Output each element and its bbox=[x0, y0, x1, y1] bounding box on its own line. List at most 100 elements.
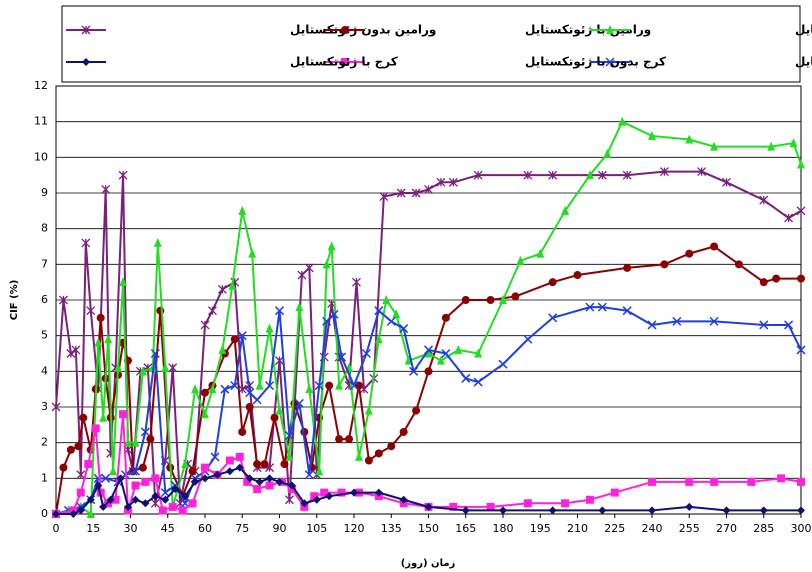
point bbox=[265, 323, 274, 333]
point bbox=[287, 481, 296, 490]
point bbox=[84, 460, 93, 469]
point bbox=[660, 260, 669, 269]
point bbox=[784, 213, 794, 223]
point bbox=[245, 403, 254, 411]
legend-box bbox=[61, 5, 801, 83]
point bbox=[51, 402, 61, 412]
legend-marker bbox=[82, 58, 90, 66]
point bbox=[352, 277, 361, 287]
point bbox=[386, 316, 396, 326]
point bbox=[325, 381, 334, 390]
point bbox=[138, 366, 147, 376]
point bbox=[304, 263, 314, 273]
point bbox=[436, 177, 446, 187]
point bbox=[436, 355, 445, 365]
x-tick-label: 210 bbox=[567, 522, 588, 535]
point bbox=[364, 405, 373, 415]
point bbox=[94, 481, 103, 490]
legend-label: کهریزک بدون ژئوتکستایل bbox=[795, 23, 812, 38]
point bbox=[248, 248, 257, 258]
point bbox=[685, 249, 694, 258]
point bbox=[213, 470, 222, 479]
series-line bbox=[55, 120, 802, 515]
point bbox=[499, 295, 507, 304]
x-tick-label: 165 bbox=[455, 522, 476, 535]
point bbox=[337, 488, 346, 497]
point bbox=[181, 459, 190, 469]
point bbox=[168, 502, 177, 511]
point bbox=[796, 345, 806, 355]
point bbox=[685, 477, 694, 486]
point bbox=[789, 138, 798, 148]
point bbox=[225, 456, 234, 465]
legend-marker bbox=[341, 26, 349, 34]
point bbox=[449, 502, 458, 511]
point bbox=[548, 506, 557, 515]
point bbox=[337, 352, 347, 362]
x-tick-label: 15 bbox=[86, 522, 100, 535]
point bbox=[74, 442, 83, 451]
point bbox=[284, 431, 294, 441]
point bbox=[387, 442, 396, 451]
point bbox=[305, 384, 314, 394]
point bbox=[374, 306, 384, 316]
point bbox=[158, 506, 167, 515]
point bbox=[265, 474, 274, 483]
point bbox=[448, 177, 458, 187]
point bbox=[119, 277, 128, 287]
point bbox=[71, 345, 81, 355]
point bbox=[759, 195, 769, 205]
point bbox=[322, 259, 331, 269]
point bbox=[124, 502, 133, 511]
point bbox=[161, 362, 170, 372]
point bbox=[312, 495, 321, 504]
point bbox=[573, 271, 582, 280]
point bbox=[178, 506, 187, 515]
point bbox=[109, 466, 118, 476]
point bbox=[230, 381, 240, 391]
point bbox=[58, 295, 68, 305]
point bbox=[140, 427, 150, 437]
point bbox=[441, 313, 450, 322]
point bbox=[101, 473, 111, 483]
point bbox=[648, 477, 656, 486]
point bbox=[441, 348, 451, 359]
point bbox=[99, 502, 108, 511]
y-axis-label: CIF (%) bbox=[9, 280, 20, 321]
point bbox=[235, 452, 244, 461]
point bbox=[548, 313, 558, 323]
point bbox=[797, 477, 805, 486]
x-tick-label: 180 bbox=[493, 522, 514, 535]
x-tick-label: 300 bbox=[791, 522, 812, 535]
x-axis-label: زمان (روز) bbox=[401, 558, 456, 569]
point bbox=[710, 141, 719, 151]
point bbox=[473, 377, 483, 387]
point bbox=[473, 170, 483, 180]
point bbox=[200, 320, 210, 330]
point bbox=[709, 316, 719, 326]
point bbox=[399, 427, 408, 436]
point bbox=[235, 463, 244, 472]
point bbox=[710, 477, 719, 486]
y-tick-label: 9 bbox=[41, 186, 48, 199]
point bbox=[191, 477, 200, 486]
x-tick-label: 240 bbox=[642, 522, 663, 535]
point bbox=[784, 320, 794, 330]
point bbox=[461, 296, 470, 304]
point bbox=[648, 506, 656, 515]
point bbox=[461, 506, 470, 515]
point bbox=[238, 427, 247, 436]
point bbox=[141, 499, 150, 508]
y-tick-label: 8 bbox=[41, 222, 48, 235]
point bbox=[623, 263, 632, 272]
point bbox=[201, 409, 209, 419]
point bbox=[275, 477, 284, 486]
point bbox=[146, 435, 155, 444]
point bbox=[99, 412, 108, 422]
point bbox=[181, 492, 190, 501]
series-line bbox=[55, 170, 802, 505]
point bbox=[648, 130, 656, 140]
point bbox=[285, 451, 294, 461]
point bbox=[138, 463, 147, 472]
